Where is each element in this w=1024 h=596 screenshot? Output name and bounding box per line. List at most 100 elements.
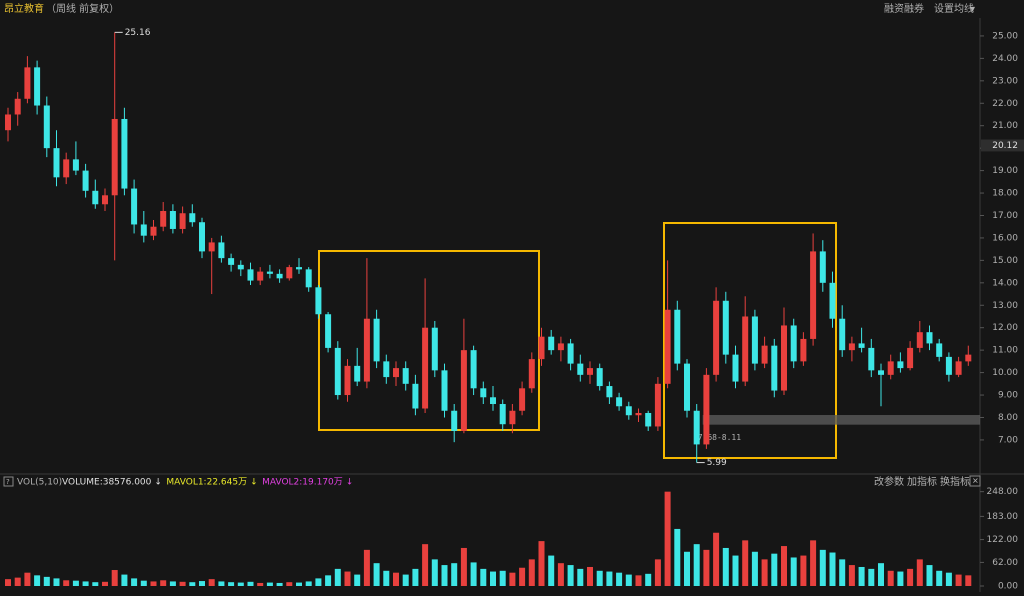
- volume-bar: [189, 582, 196, 586]
- candle-body: [237, 264, 244, 270]
- candle-body: [266, 271, 273, 274]
- candle-body: [34, 67, 41, 106]
- volume-bar: [247, 581, 254, 586]
- candle-body: [509, 410, 516, 425]
- candle-body: [713, 300, 720, 375]
- volume-bar: [800, 555, 807, 586]
- candle-body: [305, 269, 312, 288]
- volume-bar: [587, 566, 593, 586]
- price-marker: 20.12: [992, 141, 1018, 151]
- y-tick-label: 10.00: [992, 368, 1018, 378]
- legend-entry: MAVOL2:19.170万: [262, 478, 343, 488]
- candle-body: [480, 388, 487, 398]
- volume-bar: [858, 566, 865, 586]
- candle-body: [897, 361, 904, 369]
- volume-bar: [150, 581, 157, 586]
- volume-bar: [848, 565, 855, 586]
- candle-body: [373, 318, 380, 362]
- y-tick-label: 17.00: [992, 211, 1018, 221]
- candle-body: [800, 338, 807, 362]
- legend-arrow: ↓: [154, 478, 162, 488]
- vol-tick-label: 62.00: [992, 558, 1018, 568]
- tool-button[interactable]: 换指标: [940, 475, 970, 488]
- indicator-name: VOL(5,10): [17, 478, 62, 488]
- volume-bar: [819, 549, 826, 586]
- candle-body: [140, 224, 147, 236]
- candle-body: [664, 309, 671, 384]
- candle-body: [441, 370, 448, 411]
- volume-bar: [402, 574, 409, 586]
- candle-body: [965, 354, 972, 362]
- candle-body: [732, 354, 739, 382]
- candle-body: [189, 213, 196, 223]
- candle-body: [519, 388, 526, 411]
- volume-bar: [751, 551, 758, 586]
- volume-bar: [868, 568, 875, 586]
- candle-body: [344, 365, 351, 396]
- close-button[interactable]: [969, 475, 981, 487]
- close-icon[interactable]: ✕: [972, 477, 979, 486]
- candle-body: [296, 267, 302, 270]
- volume-bar: [810, 540, 817, 586]
- candle-body: [14, 98, 21, 115]
- volume-bar: [887, 570, 894, 586]
- candle-body: [839, 318, 846, 351]
- candle-body: [422, 327, 429, 409]
- volume-bar: [596, 570, 603, 586]
- volume-bar: [761, 559, 768, 586]
- candle-body: [654, 383, 661, 427]
- candle-body: [393, 368, 399, 378]
- candle-body: [383, 361, 390, 378]
- volume-bar: [829, 552, 836, 586]
- candle-body: [412, 383, 419, 409]
- volume-bar: [916, 559, 923, 586]
- volume-bar: [693, 544, 700, 586]
- candle-body: [460, 350, 467, 431]
- candle-body: [916, 332, 923, 348]
- volume-bar: [296, 582, 302, 586]
- candle-body: [179, 213, 186, 229]
- candle-body: [945, 356, 952, 375]
- tool-button[interactable]: 改参数: [874, 475, 904, 488]
- volume-bar: [53, 578, 60, 586]
- volume-bar: [305, 581, 312, 586]
- volume-bar: [373, 563, 380, 586]
- help-icon[interactable]: [3, 476, 14, 487]
- volume-bar: [625, 574, 632, 586]
- candle-body: [829, 282, 836, 319]
- candle-body: [528, 359, 535, 389]
- volume-bar: [422, 544, 429, 586]
- candle-body: [131, 188, 138, 225]
- max-label: 25.16: [125, 28, 151, 38]
- legend-arrow: ↓: [250, 478, 258, 488]
- candle-body: [208, 242, 215, 252]
- volume-bar: [228, 582, 235, 586]
- volume-bar: [451, 563, 458, 586]
- volume-bar: [43, 576, 50, 586]
- volume-bar: [674, 528, 681, 586]
- candle-body: [72, 159, 79, 171]
- candle-body: [693, 410, 700, 445]
- volume-bar: [14, 577, 21, 586]
- candle-body: [451, 410, 458, 431]
- toolbar-button[interactable]: 融资融券: [884, 2, 924, 15]
- candle-body: [577, 363, 584, 375]
- toolbar-button[interactable]: 设置均线: [934, 2, 974, 15]
- volume-bar: [936, 570, 943, 586]
- volume-bar: [577, 568, 584, 586]
- volume-bar: [111, 570, 118, 586]
- volume-bar: [383, 570, 390, 586]
- candle-body: [761, 345, 768, 364]
- candle-body: [771, 345, 778, 391]
- tool-button[interactable]: 加指标: [907, 475, 937, 488]
- y-tick-label: 12.00: [992, 323, 1018, 333]
- candle-body: [790, 325, 797, 362]
- candle-body: [751, 316, 758, 364]
- help-icon-text[interactable]: ?: [6, 478, 10, 486]
- volume-bar: [713, 532, 720, 586]
- volume-bar: [470, 562, 477, 586]
- y-tick-label: 21.00: [992, 121, 1018, 131]
- volume-bar: [140, 580, 147, 586]
- candle-body: [257, 271, 264, 281]
- dropdown-arrow[interactable]: ▾: [970, 4, 975, 15]
